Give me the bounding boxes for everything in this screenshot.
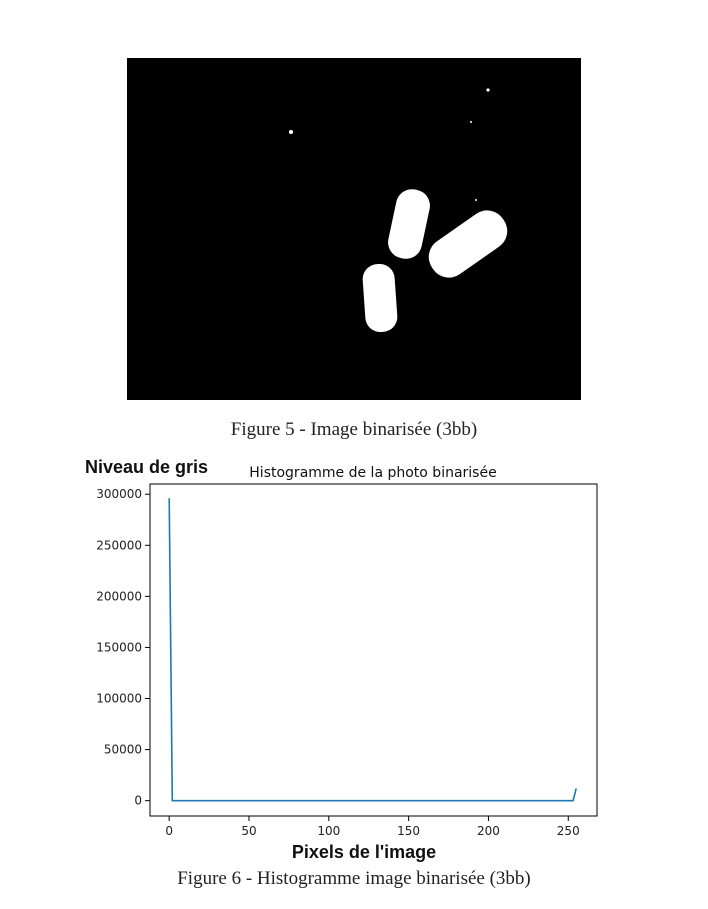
y-tick-label: 200000 — [96, 589, 142, 603]
plot-area — [149, 483, 598, 817]
noise-speck — [486, 88, 490, 92]
x-tick-label: 0 — [165, 824, 173, 838]
y-axis-label: Niveau de gris — [85, 457, 208, 477]
white-blob — [362, 263, 398, 333]
x-axis-ticks: 0 50 100 150 200 250 — [165, 816, 580, 838]
white-blob — [388, 189, 430, 259]
histogram-line — [168, 498, 577, 802]
figure-5-caption: Figure 5 - Image binarisée (3bb) — [230, 419, 478, 440]
y-tick-label: 150000 — [96, 640, 142, 654]
y-axis-ticks: 0 50000 100000 150000 200000 250000 300000 — [96, 487, 150, 808]
noise-speck — [470, 121, 472, 123]
x-tick-label: 250 — [557, 824, 580, 838]
x-tick-label: 150 — [397, 824, 420, 838]
y-tick-label: 100000 — [96, 692, 142, 706]
x-tick-label: 200 — [477, 824, 500, 838]
y-tick-label: 250000 — [96, 538, 142, 552]
y-tick-label: 0 — [134, 794, 142, 808]
x-axis-label: Pixels de l'image — [292, 842, 436, 862]
noise-speck — [475, 199, 477, 201]
y-tick-label: 300000 — [96, 487, 142, 501]
series-layer — [168, 498, 577, 802]
binarized-image — [127, 58, 581, 400]
y-tick-label: 50000 — [104, 743, 142, 757]
image-background — [127, 58, 581, 400]
x-tick-label: 100 — [317, 824, 340, 838]
figure-6-caption: Figure 6 - Histogramme image binarisée (… — [177, 868, 531, 889]
noise-speck — [289, 130, 293, 134]
white-blob — [428, 210, 508, 278]
histogram-chart: Histogramme de la photo binarisée Niveau… — [85, 457, 598, 862]
chart-title: Histogramme de la photo binarisée — [249, 465, 496, 481]
x-tick-label: 50 — [241, 824, 256, 838]
